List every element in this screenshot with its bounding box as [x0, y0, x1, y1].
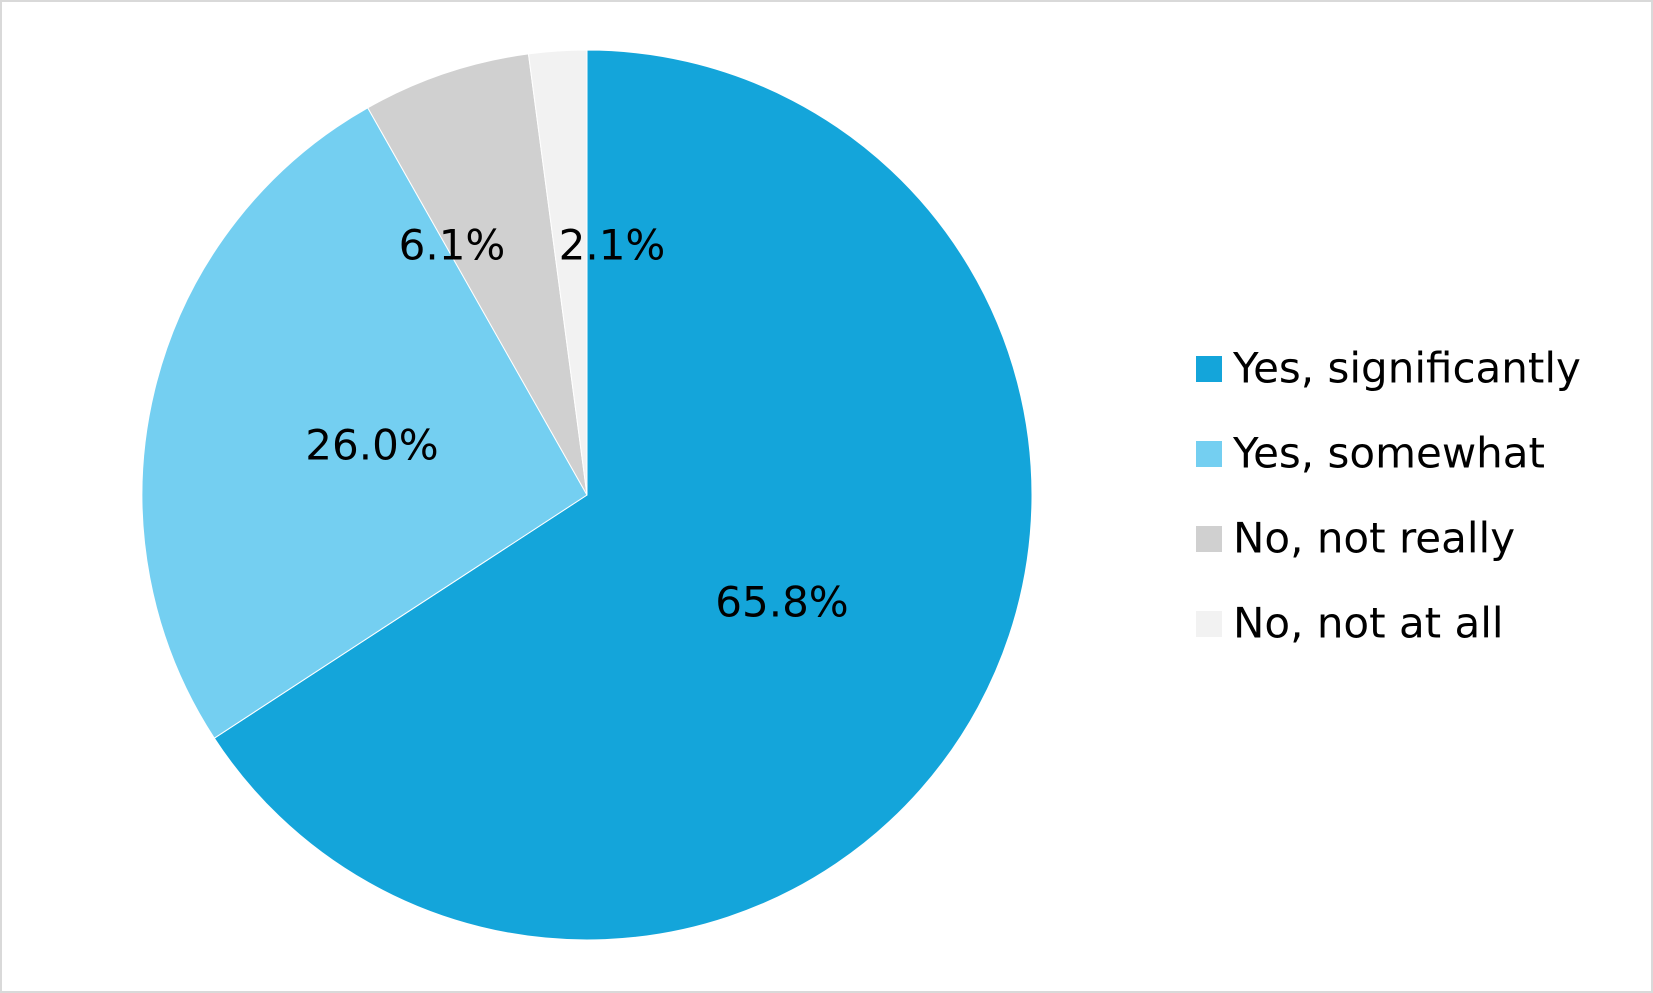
pie-slice — [213, 49, 1033, 941]
data-label: 2.1% — [559, 221, 666, 270]
pie-slice — [141, 107, 588, 739]
legend-swatch — [1196, 611, 1222, 637]
legend-label: No, not really — [1233, 514, 1515, 563]
legend-label: Yes, significantly — [1232, 344, 1581, 393]
legend-label: Yes, somewhat — [1232, 429, 1545, 478]
pie-slice — [367, 53, 588, 496]
data-label: 26.0% — [305, 421, 438, 470]
legend-swatch — [1196, 526, 1222, 552]
data-label: 6.1% — [399, 221, 506, 270]
pie-slice — [527, 49, 588, 496]
legend-swatch — [1196, 441, 1222, 467]
legend-swatch — [1196, 356, 1222, 382]
data-label: 65.8% — [715, 578, 848, 627]
legend-label: No, not at all — [1233, 599, 1504, 648]
